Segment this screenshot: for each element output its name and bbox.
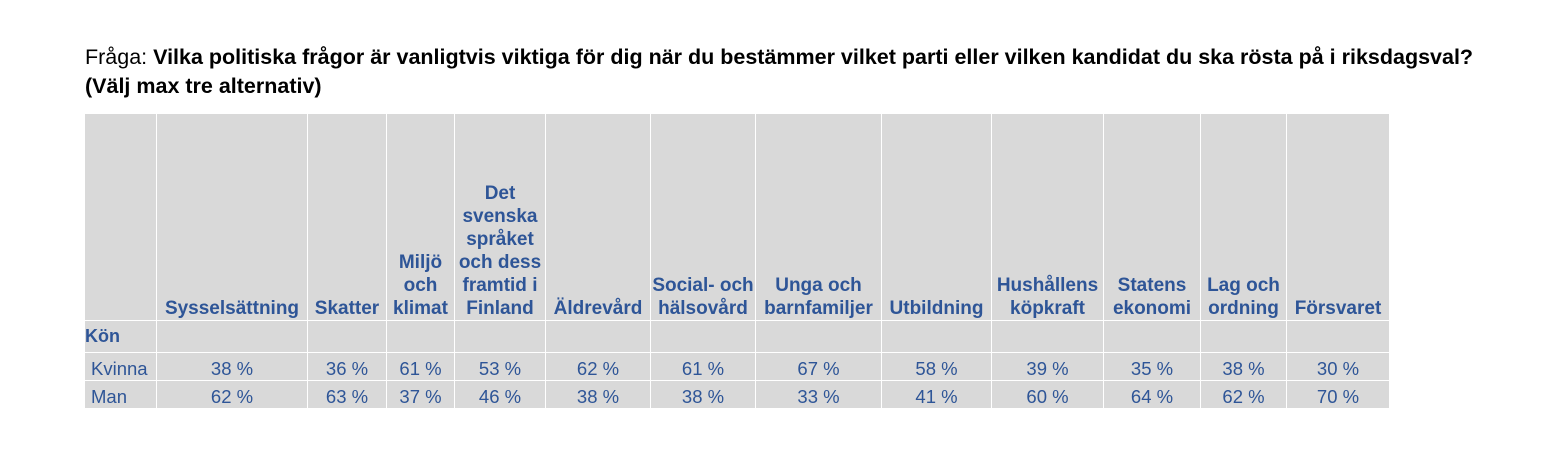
column-header-label: Hushållens köpkraft: [996, 275, 1099, 319]
column-header: Statens ekonomi: [1103, 113, 1201, 321]
results-table: Sysselsättning Skatter Miljö och klimat …: [84, 113, 1390, 409]
table-row-kvinna: Kvinna 38 % 36 % 61 % 53 % 62 % 61 % 67 …: [84, 352, 1390, 381]
table-cell: 61 %: [386, 352, 455, 381]
group-row-gender: Kön: [84, 320, 1390, 353]
table-cell: 39 %: [991, 352, 1104, 381]
row-label: Kvinna: [84, 352, 157, 381]
table-cell: 33 %: [755, 380, 882, 409]
table-cell: 63 %: [307, 380, 387, 409]
header-row: Sysselsättning Skatter Miljö och klimat …: [84, 113, 1390, 321]
table-cell: 38 %: [156, 352, 308, 381]
table-cell: 62 %: [1200, 380, 1287, 409]
table-cell: 41 %: [881, 380, 992, 409]
table-cell: 38 %: [545, 380, 651, 409]
column-header: Miljö och klimat: [386, 113, 455, 321]
table-cell: 38 %: [1200, 352, 1287, 381]
table-cell: 64 %: [1103, 380, 1201, 409]
column-header-label: Statens ekonomi: [1112, 275, 1192, 319]
column-header-label: Försvaret: [1294, 298, 1382, 319]
column-header: Skatter: [307, 113, 387, 321]
column-header: Det svenska språket och dess framtid i F…: [454, 113, 546, 321]
question-prefix: Fråga:: [85, 45, 154, 69]
table-cell: 67 %: [755, 352, 882, 381]
empty-cell: [881, 320, 992, 353]
empty-cell: [991, 320, 1104, 353]
header-corner-cell: [84, 113, 157, 321]
empty-cell: [386, 320, 455, 353]
empty-cell: [1103, 320, 1201, 353]
column-header: Lag och ordning: [1200, 113, 1287, 321]
table-cell: 35 %: [1103, 352, 1201, 381]
column-header: Social- och hälsovård: [650, 113, 756, 321]
column-header-label: Skatter: [314, 298, 380, 319]
empty-cell: [1286, 320, 1390, 353]
empty-cell: [1200, 320, 1287, 353]
column-header-label: Utbildning: [889, 298, 984, 319]
column-header: Utbildning: [881, 113, 992, 321]
table-cell: 70 %: [1286, 380, 1390, 409]
table-cell: 30 %: [1286, 352, 1390, 381]
table-cell: 36 %: [307, 352, 387, 381]
table-cell: 53 %: [454, 352, 546, 381]
table-cell: 60 %: [991, 380, 1104, 409]
table-cell: 37 %: [386, 380, 455, 409]
empty-cell: [545, 320, 651, 353]
survey-question: Fråga: Vilka politiska frågor är vanligt…: [85, 43, 1505, 101]
column-header-label: Äldrevård: [553, 298, 643, 319]
column-header: Sysselsättning: [156, 113, 308, 321]
empty-cell: [755, 320, 882, 353]
column-header-label: Sysselsättning: [164, 298, 300, 319]
column-header-label: Miljö och klimat: [393, 252, 448, 319]
column-header: Unga och barnfamiljer: [755, 113, 882, 321]
row-label: Man: [84, 380, 157, 409]
table-cell: 62 %: [156, 380, 308, 409]
empty-cell: [156, 320, 308, 353]
empty-cell: [307, 320, 387, 353]
column-header-label: Unga och barnfamiljer: [764, 275, 873, 319]
column-header-label: Social- och hälsovård: [652, 275, 754, 319]
group-label: Kön: [84, 320, 157, 353]
table-cell: 62 %: [545, 352, 651, 381]
table-cell: 46 %: [454, 380, 546, 409]
question-text: Vilka politiska frågor är vanligtvis vik…: [85, 45, 1474, 98]
empty-cell: [454, 320, 546, 353]
table-cell: 61 %: [650, 352, 756, 381]
column-header: Hushållens köpkraft: [991, 113, 1104, 321]
column-header-label: Lag och ordning: [1207, 275, 1280, 319]
table-cell: 58 %: [881, 352, 992, 381]
column-header: Försvaret: [1286, 113, 1390, 321]
table-cell: 38 %: [650, 380, 756, 409]
column-header: Äldrevård: [545, 113, 651, 321]
column-header-label: Det svenska språket och dess framtid i F…: [458, 183, 542, 319]
table-row-man: Man 62 % 63 % 37 % 46 % 38 % 38 % 33 % 4…: [84, 380, 1390, 409]
empty-cell: [650, 320, 756, 353]
